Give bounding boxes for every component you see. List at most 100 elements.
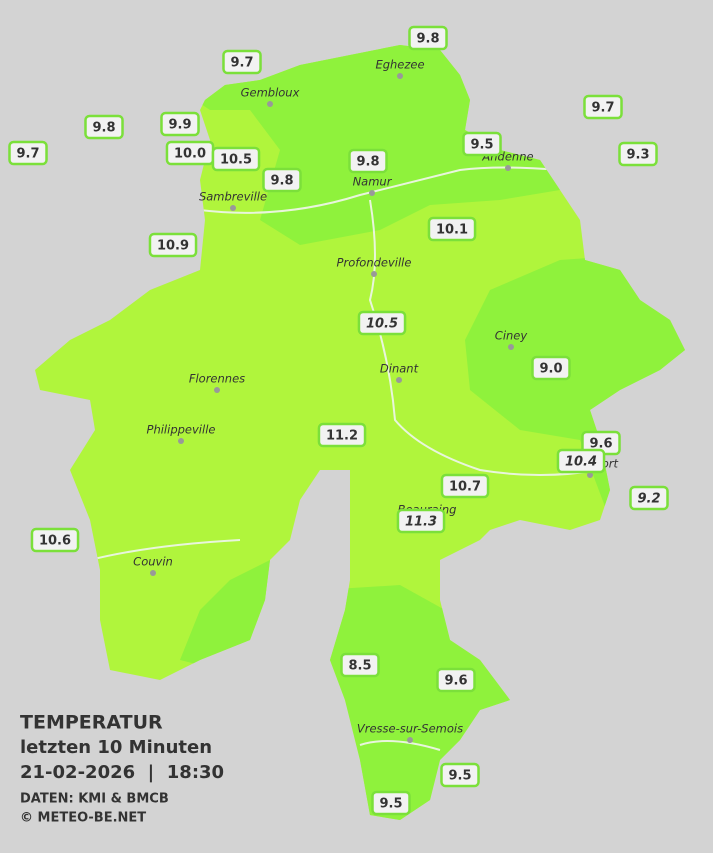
station-box (148, 232, 198, 258)
city-label: Florennes (189, 372, 245, 386)
city-dot (587, 472, 593, 478)
station-value: 9.7 (230, 56, 253, 71)
legend-datetime: 21-02-2026 | 18:30 (20, 762, 224, 783)
legend-copyright: © METEO-BE.NET (20, 811, 146, 826)
station-box (531, 355, 571, 381)
city-dot (369, 190, 375, 196)
station-box (84, 114, 124, 140)
station: 9.6 (436, 667, 476, 693)
station-value: 11.3 (405, 515, 437, 530)
city-dot (407, 737, 413, 743)
station: 9.7 (583, 94, 623, 120)
city-dot (396, 377, 402, 383)
station-box (462, 131, 502, 157)
station-value: 9.0 (539, 362, 562, 377)
station-value: 9.9 (168, 118, 191, 133)
station-box (357, 310, 407, 336)
station: 10.6 (30, 527, 80, 553)
station-box (427, 216, 477, 242)
station-value: 11.2 (326, 429, 358, 444)
station: 10.7 (440, 473, 490, 499)
station-box (340, 652, 380, 678)
city-dot (267, 101, 273, 107)
station-box (317, 422, 367, 448)
station: 8.5 (340, 652, 380, 678)
station: 9.5 (462, 131, 502, 157)
station-value: 10.5 (220, 153, 252, 168)
station: 9.6 (581, 430, 621, 456)
station: 10.9 (148, 232, 198, 258)
station: 11.2 (317, 422, 367, 448)
station-box (440, 473, 490, 499)
station-box (371, 790, 411, 816)
city-dot (214, 387, 220, 393)
legend-source: DATEN: KMI & BMCB (20, 792, 169, 807)
station: 9.7 (8, 140, 48, 166)
station: 11.3 (396, 508, 446, 534)
city-dot (397, 73, 403, 79)
station-value: 9.3 (626, 148, 649, 163)
station-value: 9.7 (16, 147, 39, 162)
station: 9.2 (629, 485, 669, 511)
station: 9.0 (531, 355, 571, 381)
station-value: 10.5 (366, 317, 398, 332)
station-value: 9.2 (637, 492, 660, 507)
station: 9.8 (348, 148, 388, 174)
station-value: 10.4 (565, 455, 597, 470)
station-box (396, 508, 446, 534)
station-value: 9.5 (379, 797, 402, 812)
station-box (408, 25, 448, 51)
station: 9.3 (618, 141, 658, 167)
station-box (348, 148, 388, 174)
station-box (30, 527, 80, 553)
station-value: 10.1 (436, 223, 468, 238)
station-value: 9.8 (356, 155, 379, 170)
station-box (583, 94, 623, 120)
station-box (618, 141, 658, 167)
station-box (160, 111, 200, 137)
city-label: Ciney (495, 329, 528, 343)
station: 9.7 (222, 49, 262, 75)
station-value: 10.6 (39, 534, 71, 549)
city-dot (505, 165, 511, 171)
station: 10.1 (427, 216, 477, 242)
city-label: Couvin (133, 555, 173, 569)
river (359, 740, 441, 751)
station: 10.0 (165, 140, 215, 166)
station-value: 8.5 (348, 659, 371, 674)
station-value: 9.8 (92, 121, 115, 136)
station: 10.5 (211, 146, 261, 172)
station: 9.8 (262, 167, 302, 193)
station-box (556, 448, 606, 474)
station-box (436, 667, 476, 693)
city-label: Philippeville (147, 423, 216, 437)
station: 9.5 (371, 790, 411, 816)
river (199, 166, 561, 214)
station-value: 9.5 (470, 138, 493, 153)
station-value: 9.8 (270, 174, 293, 189)
station: 9.9 (160, 111, 200, 137)
station-box (629, 485, 669, 511)
city-dot (508, 344, 514, 350)
station-value: 9.8 (416, 32, 439, 47)
station: 9.8 (408, 25, 448, 51)
stations: 9.8 9.7 9.7 9.8 9.9 9.7 10.0 10.5 9.8 9.8 9.5 9.3 10… (8, 25, 669, 816)
station-box (440, 762, 480, 788)
station-value: 9.5 (448, 769, 471, 784)
legend-period: letzten 10 Minuten (20, 737, 212, 758)
city-dot (371, 271, 377, 277)
city-label: Gembloux (241, 86, 300, 100)
legend-title: TEMPERATUR (20, 712, 163, 734)
river (89, 539, 241, 561)
city-dot (150, 570, 156, 576)
station-value: 10.7 (449, 480, 481, 495)
city-dot (230, 205, 236, 211)
station: 10.5 (357, 310, 407, 336)
station-box (222, 49, 262, 75)
city-label: Sambreville (199, 190, 267, 204)
station-value: 9.7 (591, 101, 614, 116)
station-box (8, 140, 48, 166)
station: 10.4 (556, 448, 606, 474)
station-box (262, 167, 302, 193)
